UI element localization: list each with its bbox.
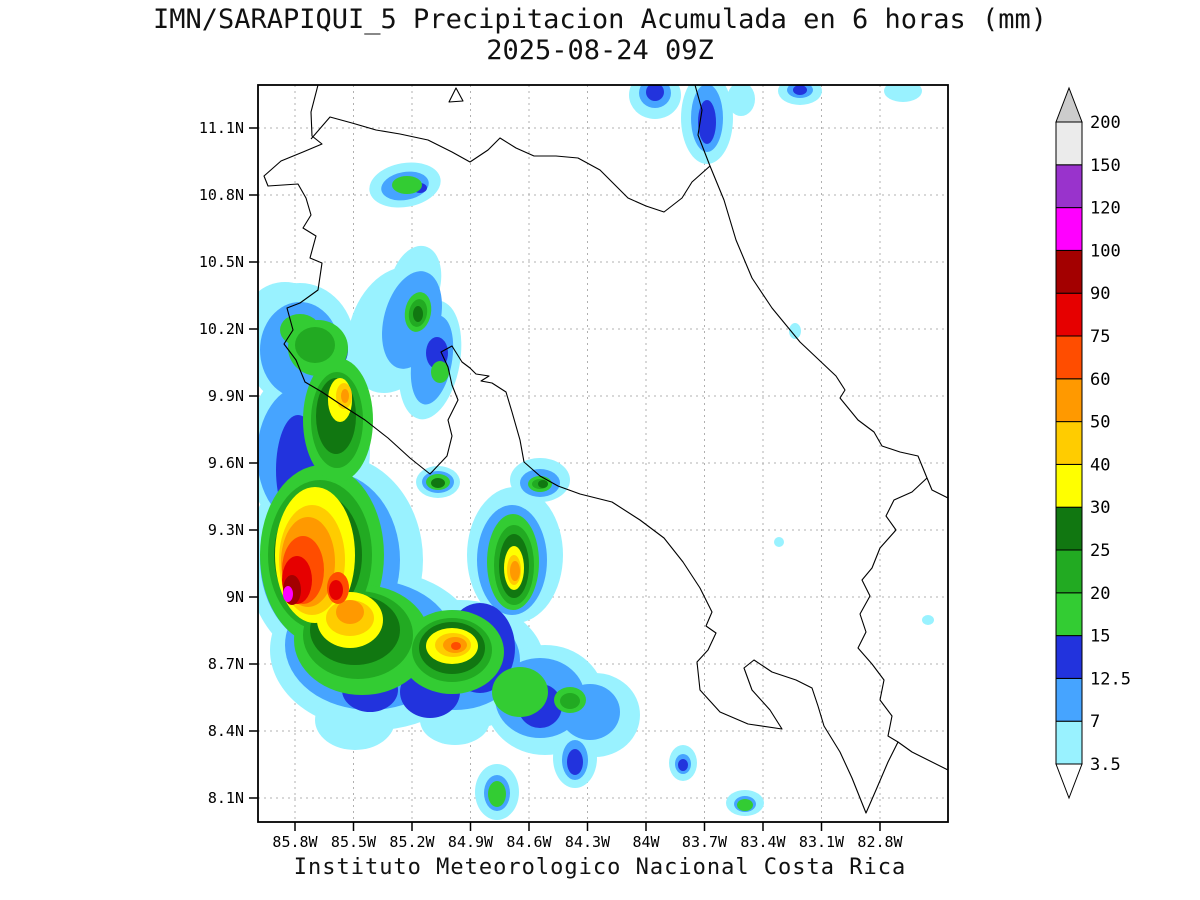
precip-blob-3.5 <box>922 615 934 625</box>
precip-blob-15 <box>392 176 422 194</box>
precip-blob-75 <box>329 580 343 600</box>
lat-label: 8.1N <box>208 789 244 807</box>
precip-blob-12.5 <box>567 749 583 775</box>
precip-blob-25 <box>413 306 423 322</box>
lon-label: 85.8W <box>272 833 318 851</box>
colorbar-label: 25 <box>1090 541 1110 561</box>
precip-blob-3.5 <box>884 85 922 102</box>
lat-label: 10.2N <box>199 320 244 338</box>
colorbar-segment <box>1055 635 1083 679</box>
lat-label: 9.3N <box>208 521 244 539</box>
precip-blob-3.5 <box>774 537 784 547</box>
precip-blob-12.5 <box>793 85 807 95</box>
lon-label: 83.4W <box>740 833 786 851</box>
colorbar-label: 50 <box>1090 413 1110 433</box>
lat-label: 9.6N <box>208 454 244 472</box>
colorbar-segment <box>1055 292 1083 337</box>
pacific-coastline <box>263 85 948 814</box>
caribbean-coastline <box>694 85 948 499</box>
colorbar-segment <box>1055 421 1083 465</box>
coastlines <box>263 85 948 814</box>
lat-label: 11.1N <box>199 119 244 137</box>
precip-blob-12.5 <box>678 759 688 771</box>
precip-blob-15 <box>488 781 506 807</box>
chart-subtitle: 2025-08-24 09Z <box>486 35 714 66</box>
lon-label: 83.1W <box>799 833 845 851</box>
lon-label: 84.6W <box>506 833 552 851</box>
precip-blob-12.5 <box>426 337 448 369</box>
lon-label: 84.9W <box>448 833 494 851</box>
colorbar-arrow-top <box>1055 86 1083 123</box>
colorbar-label: 3.5 <box>1090 755 1121 775</box>
attribution: Instituto Meteorologico Nacional Costa R… <box>293 855 907 880</box>
lon-label: 83.7W <box>682 833 728 851</box>
colorbar-label: 7 <box>1090 712 1100 732</box>
colorbar: 3.5 7 12.5 15 20 25 30 40 50 60 75 90 100 120 150 200 <box>1055 86 1131 800</box>
colorbar-label: 120 <box>1090 199 1121 219</box>
lat-label: 8.7N <box>208 655 244 673</box>
precip-blob-20 <box>295 327 335 363</box>
precip-blob-50 <box>336 600 364 624</box>
colorbar-label: 75 <box>1090 327 1110 347</box>
precip-blob-15 <box>431 361 449 383</box>
precip-blob-60 <box>451 642 461 650</box>
colorbar-label: 150 <box>1090 156 1121 176</box>
colorbar-label: 30 <box>1090 498 1110 518</box>
colorbar-label: 90 <box>1090 284 1110 304</box>
nicaragua-border <box>310 116 711 213</box>
precip-blob-25 <box>431 478 445 488</box>
lat-label: 8.4N <box>208 722 244 740</box>
colorbar-arrow-bottom <box>1055 763 1083 800</box>
axis-ticks <box>249 127 881 831</box>
lat-label: 10.8N <box>199 186 244 204</box>
lon-label: 82.8W <box>857 833 903 851</box>
lon-label: 85.2W <box>389 833 435 851</box>
precip-blob-20 <box>560 693 580 709</box>
colorbar-label: 200 <box>1090 113 1121 133</box>
precip-blob-12.5 <box>698 100 716 144</box>
lat-label: 10.5N <box>199 253 244 271</box>
colorbar-segment <box>1055 378 1083 423</box>
colorbar-label: 12.5 <box>1090 669 1131 689</box>
precip-blob-12.5 <box>646 85 664 101</box>
colorbar-segment <box>1055 335 1083 380</box>
colorbar-segment <box>1055 121 1083 166</box>
precip-blob-3.5 <box>727 85 755 116</box>
colorbar-label: 20 <box>1090 584 1110 604</box>
colorbar-label: 60 <box>1090 370 1110 390</box>
colorbar-segment <box>1055 249 1083 294</box>
colorbar-segment <box>1055 164 1083 209</box>
colorbar-segment <box>1055 720 1083 765</box>
axis-labels: 11.1N 10.8N 10.5N 10.2N 9.9N 9.6N 9.3N 9N 8.7N 8.… <box>199 119 904 851</box>
precip-blob-15 <box>492 667 548 717</box>
panama-border <box>857 477 928 743</box>
chart-title: IMN/SARAPIQUI_5 Precipitacion Acumulada … <box>152 4 1048 35</box>
colorbar-segment <box>1055 549 1083 594</box>
lat-label: 9.9N <box>208 387 244 405</box>
colorbar-label: 100 <box>1090 241 1121 261</box>
colorbar-segment <box>1055 592 1083 637</box>
precip-blob-15 <box>737 799 753 811</box>
precip-blob-50 <box>510 561 520 581</box>
precip-blob-100 <box>283 586 293 602</box>
colorbar-segment <box>1055 207 1083 251</box>
lon-label: 84.3W <box>565 833 611 851</box>
lake-nicaragua-tip <box>448 87 464 103</box>
colorbar-label: 40 <box>1090 455 1110 475</box>
lat-label: 9N <box>226 588 244 606</box>
precip-blob-3.5 <box>789 323 801 339</box>
precipitation-field <box>258 85 934 820</box>
colorbar-segment <box>1055 677 1083 722</box>
plot-frame <box>257 84 949 823</box>
colorbar-segment <box>1055 506 1083 551</box>
colorbar-label: 15 <box>1090 627 1110 647</box>
precip-blob-50 <box>341 389 349 403</box>
precip-blob-25 <box>538 480 548 488</box>
lon-label: 85.5W <box>331 833 377 851</box>
lon-label: 84W <box>632 833 660 851</box>
colorbar-segment <box>1055 463 1083 508</box>
